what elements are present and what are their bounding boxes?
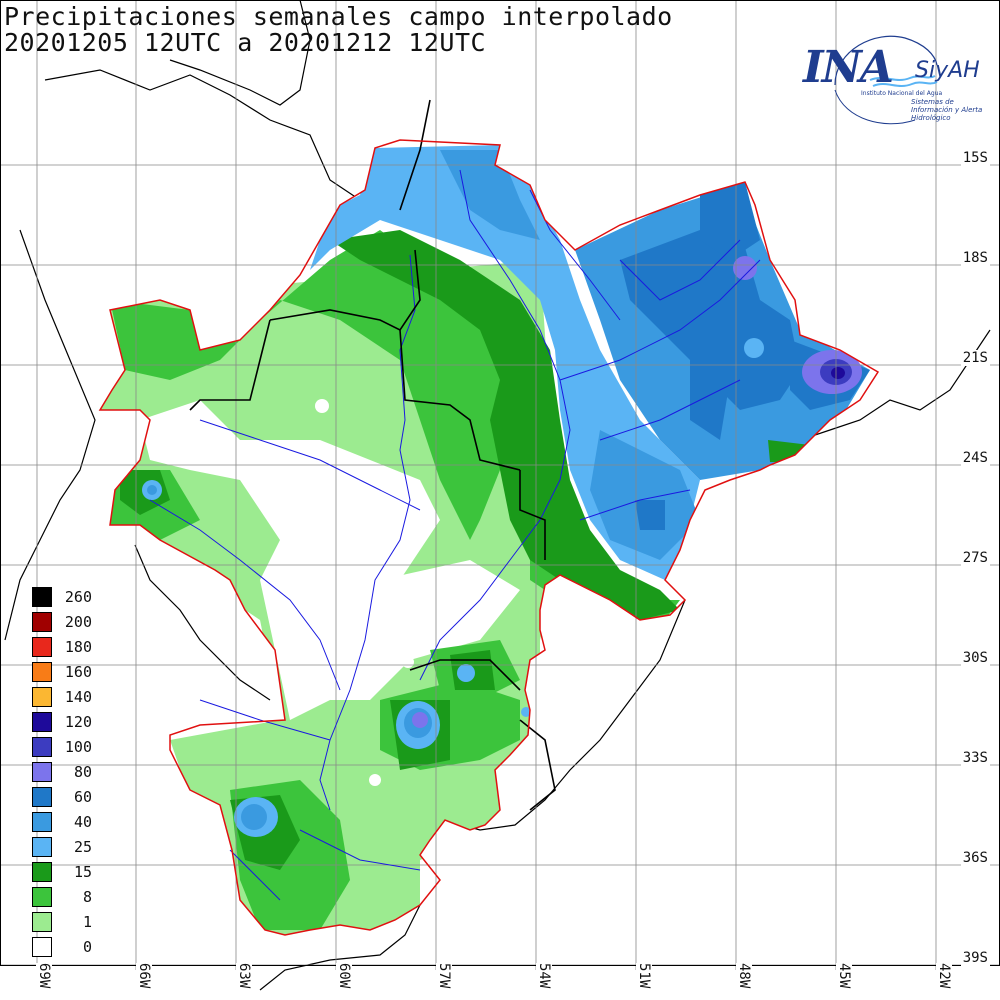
lon-label: 51W bbox=[636, 963, 652, 989]
legend-swatch bbox=[32, 812, 52, 832]
legend-label: 160 bbox=[64, 663, 92, 681]
legend-row: 60 bbox=[32, 785, 102, 810]
ina-siyah-logo: INA SiyAH Instituto Nacional del Agua Si… bbox=[795, 30, 995, 130]
legend-row: 160 bbox=[32, 660, 102, 685]
legend-swatch bbox=[32, 612, 52, 632]
legend-label: 80 bbox=[73, 763, 92, 781]
lat-label: 18S bbox=[960, 250, 990, 266]
map-date-range: 20201205 12UTC a 20201212 12UTC bbox=[4, 28, 487, 57]
legend-label: 60 bbox=[73, 788, 92, 806]
logo-subtitle-2: Sistemas de Información y Alerta Hidroló… bbox=[911, 98, 983, 122]
legend-swatch bbox=[32, 587, 52, 607]
rivers bbox=[149, 169, 761, 901]
legend-swatch bbox=[32, 687, 52, 707]
legend-swatch bbox=[32, 862, 52, 882]
logo-subtitle: Instituto Nacional del Agua bbox=[861, 90, 943, 97]
legend-swatch bbox=[32, 887, 52, 907]
lat-label: 36S bbox=[960, 850, 990, 866]
legend-row: 15 bbox=[32, 860, 102, 885]
legend-row: 260 bbox=[32, 585, 102, 610]
legend-row: 40 bbox=[32, 810, 102, 835]
legend-label: 180 bbox=[64, 638, 92, 656]
lon-label: 60W bbox=[336, 963, 352, 989]
legend-row: 80 bbox=[32, 760, 102, 785]
legend-swatch bbox=[32, 662, 52, 682]
legend-label: 25 bbox=[73, 838, 92, 856]
lat-label: 33S bbox=[960, 750, 990, 766]
graticule bbox=[0, 0, 1000, 970]
legend-row: 100 bbox=[32, 735, 102, 760]
lat-label: 24S bbox=[960, 450, 990, 466]
legend-label: 0 bbox=[82, 938, 92, 956]
lon-label: 57W bbox=[436, 963, 452, 989]
legend-row: 140 bbox=[32, 685, 102, 710]
legend-label: 15 bbox=[73, 863, 92, 881]
legend-row: 120 bbox=[32, 710, 102, 735]
legend-swatch bbox=[32, 912, 52, 932]
legend-label: 260 bbox=[64, 588, 92, 606]
legend-row: 0 bbox=[32, 935, 102, 960]
lon-label: 66W bbox=[136, 963, 152, 989]
logo-ina-text: INA bbox=[803, 42, 894, 93]
lon-label: 42W bbox=[936, 963, 952, 989]
legend-label: 8 bbox=[82, 888, 92, 906]
legend-swatch bbox=[32, 837, 52, 857]
lat-label: 27S bbox=[960, 550, 990, 566]
lon-label: 54W bbox=[536, 963, 552, 989]
lon-label: 48W bbox=[736, 963, 752, 989]
legend-row: 180 bbox=[32, 635, 102, 660]
legend-swatch bbox=[32, 737, 52, 757]
lat-label: 21S bbox=[960, 350, 990, 366]
legend-label: 1 bbox=[82, 913, 92, 931]
lon-label: 69W bbox=[36, 963, 52, 989]
legend-label: 100 bbox=[64, 738, 92, 756]
country-borders bbox=[189, 99, 556, 811]
logo-swoosh-icon bbox=[834, 35, 938, 125]
lat-label: 39S bbox=[960, 950, 990, 966]
legend-label: 120 bbox=[64, 713, 92, 731]
lon-label: 63W bbox=[236, 963, 252, 989]
basin-outline bbox=[98, 139, 880, 936]
legend-row: 1 bbox=[32, 910, 102, 935]
legend-label: 40 bbox=[73, 813, 92, 831]
legend-swatch bbox=[32, 712, 52, 732]
legend-swatch bbox=[32, 762, 52, 782]
legend-label: 200 bbox=[64, 613, 92, 631]
legend-row: 200 bbox=[32, 610, 102, 635]
legend-row: 8 bbox=[32, 885, 102, 910]
legend-swatch bbox=[32, 787, 52, 807]
legend-swatch bbox=[32, 637, 52, 657]
lon-label: 45W bbox=[836, 963, 852, 989]
legend-label: 140 bbox=[64, 688, 92, 706]
legend-row: 25 bbox=[32, 835, 102, 860]
lat-label: 30S bbox=[960, 650, 990, 666]
lat-label: 15S bbox=[960, 150, 990, 166]
map-title: Precipitaciones semanales campo interpol… bbox=[4, 2, 673, 31]
legend-swatch bbox=[32, 937, 52, 957]
logo-siyah-text: SiyAH bbox=[915, 58, 980, 83]
precipitation-legend: 260 200 180 160 140 120 100 80 60 40 25 15 8 1 0 bbox=[32, 585, 102, 960]
